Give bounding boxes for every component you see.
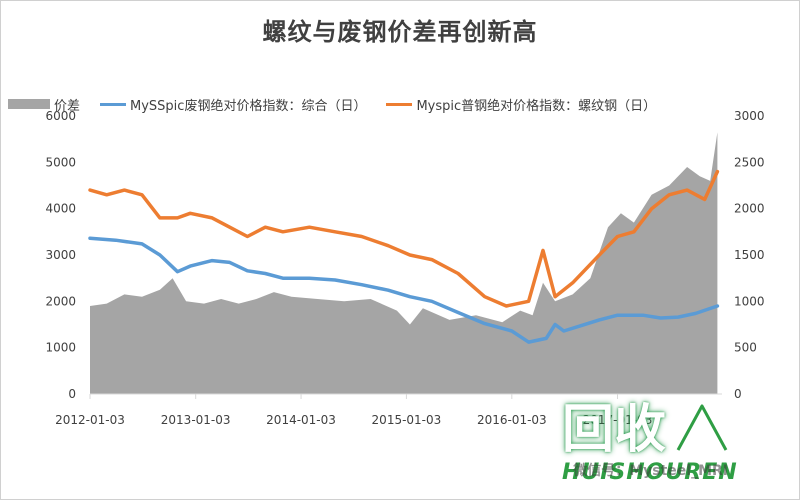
series-line-rebar-index <box>88 169 720 308</box>
chart-legend: 价差 MySSpic废钢绝对价格指数：综合（日） Myspic普钢绝对价格指数：… <box>8 93 676 115</box>
series-line-scrap-index <box>88 236 720 344</box>
axes-group <box>89 393 722 399</box>
x-tick-label: 2012-01-03 <box>55 413 125 427</box>
y-left-tick-label: 0 <box>68 387 76 401</box>
y-left-tick-label: 6000 <box>45 109 76 123</box>
y-right-tick-label: 1000 <box>734 294 765 308</box>
tick-labels-group: 0 1000 2000 3000 4000 5000 6000 0 500 1000 1500 200… <box>45 109 764 427</box>
x-tick-label: 2015-01-03 <box>372 413 442 427</box>
chart-title: 螺纹与废钢价差再创新高 <box>262 18 538 46</box>
legend-swatch-spread <box>8 99 50 109</box>
y-left-tick-label: 5000 <box>45 155 76 169</box>
spread-area-group <box>90 132 718 394</box>
x-tick-label: 2016-01-03 <box>477 413 547 427</box>
legend-swatch-scrap <box>100 102 127 106</box>
y-left-tick-label: 1000 <box>45 341 76 355</box>
y-right-tick-label: 500 <box>734 341 757 355</box>
legend-item-rebar: Myspic普钢绝对价格指数：螺纹钢（日） <box>386 95 656 114</box>
x-tick-label: 2017-01-03 <box>583 413 653 427</box>
y-right-tick-label: 2500 <box>734 155 765 169</box>
x-tick-label: 2014-01-03 <box>266 413 336 427</box>
y-left-tick-label: 3000 <box>45 248 76 262</box>
x-tick-label: 2013-01-03 <box>161 413 231 427</box>
y-right-tick-label: 3000 <box>734 109 765 123</box>
legend-label-scrap: MySSpic废钢绝对价格指数：综合（日） <box>130 98 367 114</box>
y-right-tick-label: 1500 <box>734 248 765 262</box>
legend-item-spread: 价差 <box>8 95 80 114</box>
series-area-spread <box>90 132 718 394</box>
y-right-tick-label: 0 <box>734 387 742 401</box>
y-left-tick-label: 2000 <box>45 294 76 308</box>
watermark-caption: 微信号：Mysteel_MRI <box>573 463 728 479</box>
y-right-tick-label: 2000 <box>734 202 765 216</box>
series-lines-group <box>88 169 720 344</box>
legend-item-scrap: MySSpic废钢绝对价格指数：综合（日） <box>100 95 366 114</box>
y-left-tick-label: 4000 <box>45 202 76 216</box>
legend-swatch-rebar <box>386 102 413 106</box>
legend-label-spread: 价差 <box>54 98 81 114</box>
legend-label-rebar: Myspic普钢绝对价格指数：螺纹钢（日） <box>416 98 657 114</box>
